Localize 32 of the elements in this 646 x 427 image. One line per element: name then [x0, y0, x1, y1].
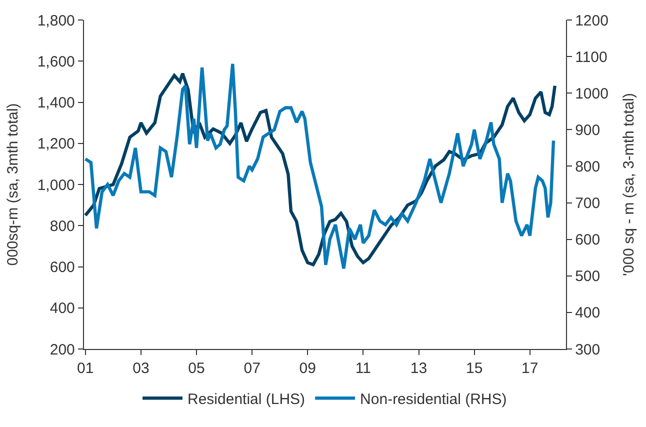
y2-axis-title: '000 sq - m (sa, 3-mth total) [620, 93, 638, 276]
x-tick-label: 09 [299, 360, 316, 378]
x-tick-label: 07 [244, 360, 260, 378]
legend-label: Residential (LHS) [188, 391, 306, 408]
y2-tick-label: 900 [575, 122, 600, 139]
y2-tick-label: 800 [575, 158, 600, 176]
x-tick-label: 15 [466, 360, 483, 378]
y-tick-label: 400 [50, 300, 75, 318]
y-axis-title: 000sq-m (sa, 3mth total) [4, 103, 22, 266]
y2-tick-label: 400 [575, 304, 600, 322]
y-tick-label: 1,400 [37, 94, 75, 112]
y-tick-label: 200 [50, 341, 75, 358]
y2-tick-label: 600 [575, 232, 600, 249]
y-tick-label: 600 [50, 259, 75, 276]
y-tick-label: 800 [50, 218, 75, 235]
x-tick-label: 05 [188, 360, 205, 378]
x-tick-label: 01 [77, 360, 94, 378]
y2-tick-label: 1000 [575, 85, 608, 102]
y2-tick-label: 300 [575, 341, 600, 358]
legend-label: Non-residential (RHS) [360, 391, 507, 408]
y-tick-label: 1,200 [37, 136, 75, 153]
x-tick-label: 11 [355, 360, 371, 378]
y2-tick-label: 500 [575, 268, 600, 286]
x-tick-label: 03 [132, 360, 150, 378]
y-tick-label: 1,800 [37, 12, 75, 30]
y2-tick-label: 700 [575, 195, 600, 212]
y-tick-label: 1,000 [37, 176, 75, 194]
x-tick-label: 13 [410, 360, 428, 378]
y2-tick-label: 1200 [575, 12, 608, 30]
y-tick-label: 1,600 [37, 53, 75, 70]
y2-tick-label: 1100 [575, 48, 608, 66]
x-tick-label: 17 [522, 360, 538, 378]
